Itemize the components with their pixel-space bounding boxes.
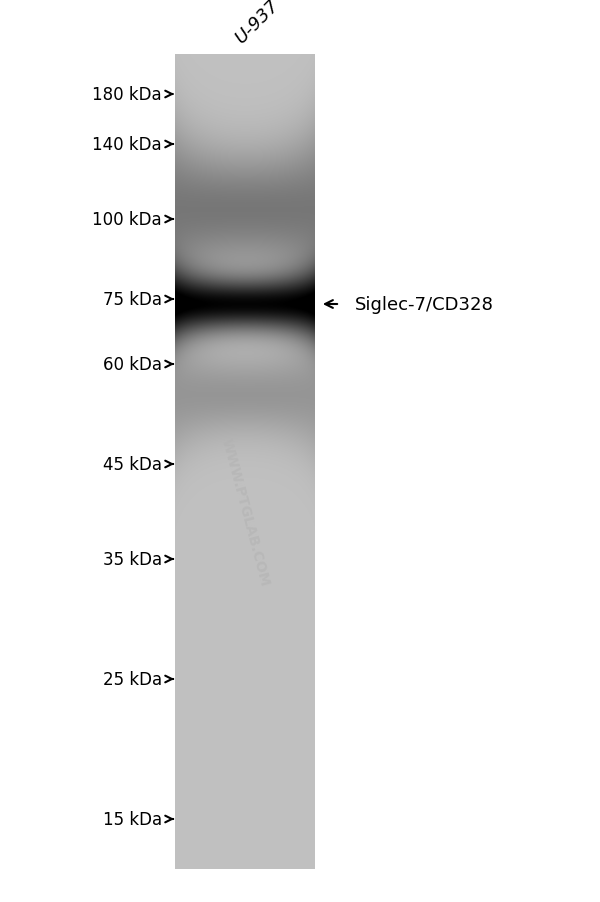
Bar xyxy=(175,55,315,869)
Text: 35 kDa: 35 kDa xyxy=(103,550,162,568)
Text: 140 kDa: 140 kDa xyxy=(92,136,162,154)
Text: 25 kDa: 25 kDa xyxy=(103,670,162,688)
Text: 45 kDa: 45 kDa xyxy=(103,456,162,474)
Text: Siglec-7/CD328: Siglec-7/CD328 xyxy=(355,296,494,314)
Text: WWW.PTGLAB.COM: WWW.PTGLAB.COM xyxy=(218,437,271,587)
Text: 60 kDa: 60 kDa xyxy=(103,355,162,373)
Text: U-937: U-937 xyxy=(232,0,283,47)
Text: 15 kDa: 15 kDa xyxy=(103,810,162,828)
Text: 100 kDa: 100 kDa xyxy=(92,211,162,229)
Text: 75 kDa: 75 kDa xyxy=(103,290,162,308)
Text: 180 kDa: 180 kDa xyxy=(92,86,162,104)
